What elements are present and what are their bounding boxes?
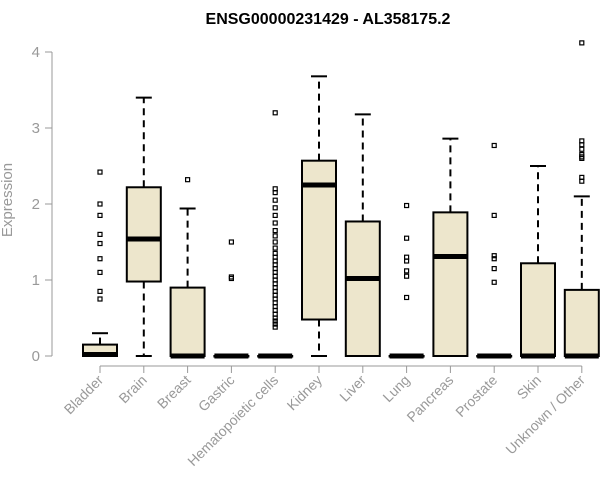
y-tick-label: 0 — [32, 348, 40, 365]
outlier-point — [272, 321, 278, 327]
outlier-point — [579, 40, 585, 46]
box-lung — [388, 202, 425, 359]
x-tick-label: Liver — [336, 372, 369, 405]
outlier-point — [97, 231, 103, 237]
x-tick-label: Prostate — [452, 372, 500, 420]
box-kidney — [301, 75, 337, 357]
box-unknown-other — [563, 40, 600, 359]
y-axis: 0 1 2 3 4 — [32, 44, 53, 365]
y-tick-label: 4 — [32, 44, 40, 61]
outlier-point — [272, 197, 278, 203]
outlier-point — [97, 240, 103, 247]
outlier-point — [228, 274, 234, 280]
box-hematopoietic-cells — [257, 110, 294, 359]
x-tick-label: Bladder — [61, 372, 107, 418]
outlier-point — [404, 294, 410, 301]
outlier-point — [97, 169, 103, 175]
outlier-point — [272, 228, 278, 234]
outlier-point — [228, 239, 234, 245]
y-axis-label: Expression — [0, 163, 16, 237]
outlier-point — [272, 233, 278, 239]
outlier-point — [404, 273, 410, 279]
box-skin — [520, 165, 556, 359]
box-breast — [169, 177, 206, 359]
outlier-point — [404, 268, 410, 274]
box-body — [169, 286, 206, 358]
outlier-point — [97, 296, 103, 302]
box-liver — [344, 113, 381, 357]
box-body — [432, 211, 469, 357]
outlier-point — [491, 142, 497, 149]
x-tick-label: Breast — [154, 372, 194, 412]
box-body — [125, 186, 162, 283]
outlier-point — [97, 288, 103, 294]
outlier-point — [491, 253, 497, 259]
outlier-point — [97, 212, 103, 218]
outlier-point — [491, 266, 497, 272]
box-prostate — [476, 142, 513, 359]
x-tick-label: Gastric — [195, 372, 238, 415]
outlier-point — [579, 146, 585, 152]
outlier-point — [272, 324, 278, 330]
box-body — [563, 288, 600, 358]
outlier-point — [272, 250, 278, 256]
outlier-point — [579, 138, 585, 144]
outlier-point — [272, 239, 278, 245]
outlier-point — [491, 256, 497, 262]
outlier-point — [272, 220, 278, 226]
plot-area — [82, 40, 600, 359]
chart-title: ENSG00000231429 - AL358175.2 — [206, 11, 451, 28]
outlier-point — [272, 110, 278, 116]
box-gastric — [213, 239, 250, 359]
x-tick-label: Lung — [379, 372, 412, 405]
x-tick-label: Kidney — [284, 372, 326, 414]
outlier-point — [97, 201, 103, 207]
box-body — [344, 220, 381, 357]
box-body — [520, 262, 556, 357]
outlier-point — [97, 269, 103, 275]
x-tick-label: Brain — [115, 372, 149, 406]
x-tick-label: Pancreas — [403, 372, 456, 425]
y-tick-label: 2 — [32, 196, 40, 213]
outlier-point — [579, 174, 585, 180]
outlier-point — [579, 152, 585, 158]
box-brain — [125, 96, 162, 357]
outlier-point — [272, 245, 278, 251]
y-tick-label: 1 — [32, 272, 40, 289]
x-tick-label: Unknown / Other — [502, 372, 588, 458]
y-tick-label: 3 — [32, 120, 40, 137]
outlier-point — [272, 212, 278, 218]
outlier-point — [185, 177, 191, 183]
outlier-point — [404, 235, 410, 241]
outlier-point — [272, 205, 278, 211]
x-tick-label: Skin — [514, 372, 545, 403]
outlier-point — [272, 318, 278, 324]
outlier-point — [404, 254, 410, 260]
outlier-point — [272, 186, 278, 192]
box-bladder — [82, 169, 118, 358]
box-pancreas — [432, 137, 469, 357]
outlier-point — [404, 202, 410, 209]
outlier-point — [97, 256, 103, 262]
outlier-point — [491, 212, 497, 218]
outlier-point — [491, 279, 497, 285]
